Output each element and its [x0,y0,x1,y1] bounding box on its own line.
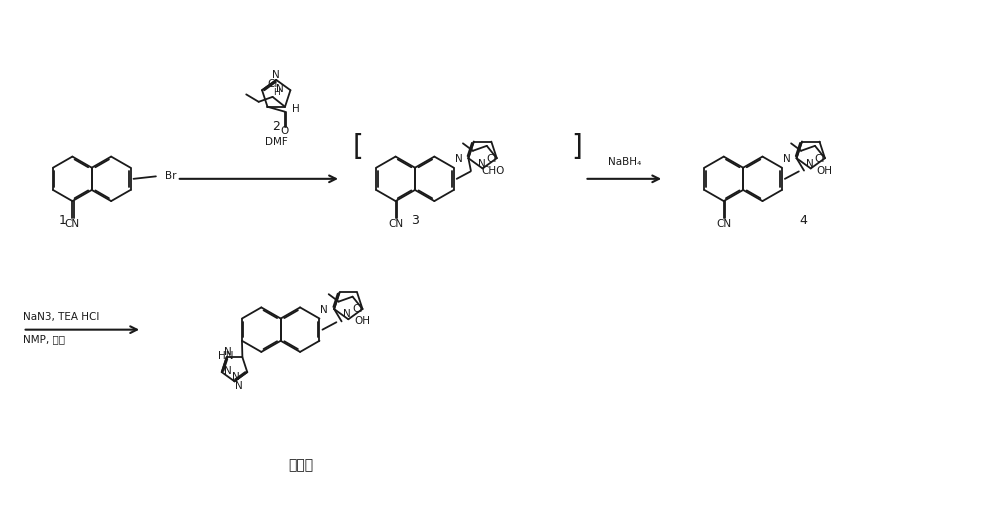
Text: 4: 4 [799,214,807,228]
Text: HN: HN [218,351,233,361]
Text: OH: OH [354,316,370,327]
Text: H: H [273,88,279,97]
Text: NaN3, TEA HCl: NaN3, TEA HCl [23,312,99,322]
Text: CN: CN [65,219,80,229]
Text: 3: 3 [412,214,419,228]
Text: CN: CN [716,219,731,229]
Text: 氯沙坦: 氯沙坦 [289,459,314,472]
Text: CHO: CHO [482,166,505,176]
Text: ]: ] [572,133,583,161]
Text: [: [ [353,133,364,161]
Text: Cl: Cl [815,153,825,164]
Text: 1: 1 [59,214,66,228]
Text: N: N [320,305,328,315]
Text: Cl: Cl [487,153,497,164]
Text: 2: 2 [272,120,280,134]
Text: N: N [343,309,351,320]
Text: CN: CN [388,219,403,229]
Text: OH: OH [816,166,832,176]
Text: N: N [232,372,240,382]
Text: N: N [272,70,280,80]
Text: N: N [455,154,462,164]
Text: Cl: Cl [267,79,277,89]
Text: N: N [224,347,231,357]
Text: N: N [478,158,485,169]
Text: N: N [783,154,791,164]
Text: N: N [235,382,243,391]
Text: N: N [806,158,814,169]
Text: DMF: DMF [265,137,288,147]
Text: N: N [276,84,284,93]
Text: O: O [281,126,289,137]
Text: NMP, 甲苯: NMP, 甲苯 [23,335,65,344]
Text: N: N [224,366,232,376]
Text: Br: Br [165,171,176,181]
Text: NaBH₄: NaBH₄ [608,156,641,167]
Text: Cl: Cl [352,304,363,314]
Text: H: H [292,104,300,114]
